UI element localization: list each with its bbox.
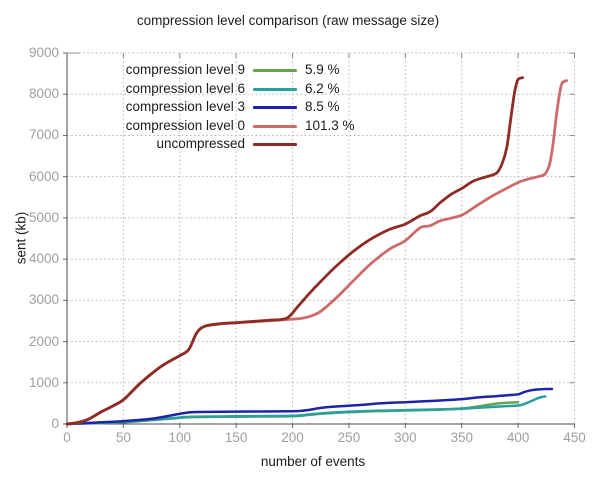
y-tick-label: 2000 bbox=[28, 333, 59, 349]
legend-row: uncompressed bbox=[0, 135, 420, 153]
x-tick-label: 200 bbox=[281, 430, 304, 445]
y-tick-label: 5000 bbox=[28, 209, 59, 225]
chart-title: compression level comparison (raw messag… bbox=[136, 13, 440, 28]
legend-ratio-value: 6.2 % bbox=[305, 80, 340, 96]
y-tick-label: 7000 bbox=[28, 127, 59, 143]
y-tick-label: 6000 bbox=[28, 168, 59, 184]
y-tick-label: 4000 bbox=[28, 251, 59, 267]
y-tick-label: 3000 bbox=[28, 292, 59, 308]
x-tick-label: 100 bbox=[168, 430, 192, 445]
x-tick-label: 450 bbox=[563, 430, 586, 445]
legend-line-swatch bbox=[253, 106, 297, 109]
legend-label: uncompressed bbox=[156, 136, 245, 151]
series-line-uncompressed bbox=[65, 76, 524, 426]
series-line-compression-level-6 bbox=[65, 395, 547, 426]
x-tick-label: 300 bbox=[394, 430, 417, 445]
y-tick-label: 0 bbox=[51, 416, 59, 431]
y-tick-label: 1000 bbox=[28, 374, 59, 390]
legend-line-swatch bbox=[253, 87, 297, 91]
legend-row: compression level 9 5.9 % bbox=[0, 61, 420, 79]
legend-line-swatch bbox=[253, 143, 297, 146]
legend-ratio-value: 5.9 % bbox=[305, 62, 340, 77]
legend-row: compression level 6 6.2 % bbox=[0, 80, 420, 98]
legend-row: compression level 0 101.3 % bbox=[0, 117, 420, 135]
series-line-compression-level-3 bbox=[65, 387, 554, 426]
legend-label: compression level 3 bbox=[125, 99, 245, 114]
legend-label: compression level 0 bbox=[125, 117, 245, 133]
legend-ratio-value: 8.5 % bbox=[305, 99, 340, 114]
y-tick-label: 8000 bbox=[28, 86, 59, 102]
x-axis-title: number of events bbox=[260, 454, 366, 469]
x-tick-label: 150 bbox=[224, 430, 248, 445]
x-tick-label: 250 bbox=[337, 430, 361, 445]
legend-line-swatch bbox=[253, 69, 297, 72]
y-tick-label: 9000 bbox=[28, 45, 59, 60]
legend-ratio-value: 101.3 % bbox=[305, 117, 355, 133]
x-tick-label: 50 bbox=[115, 430, 131, 445]
legend-label: compression level 9 bbox=[125, 62, 245, 77]
x-tick-label: 350 bbox=[450, 430, 473, 445]
legend-label: compression level 6 bbox=[125, 80, 245, 96]
legend-row: compression level 3 8.5 % bbox=[0, 98, 420, 116]
legend-line-swatch bbox=[253, 124, 297, 128]
x-tick-label: 400 bbox=[506, 430, 530, 445]
x-tick-label: 0 bbox=[63, 430, 71, 445]
